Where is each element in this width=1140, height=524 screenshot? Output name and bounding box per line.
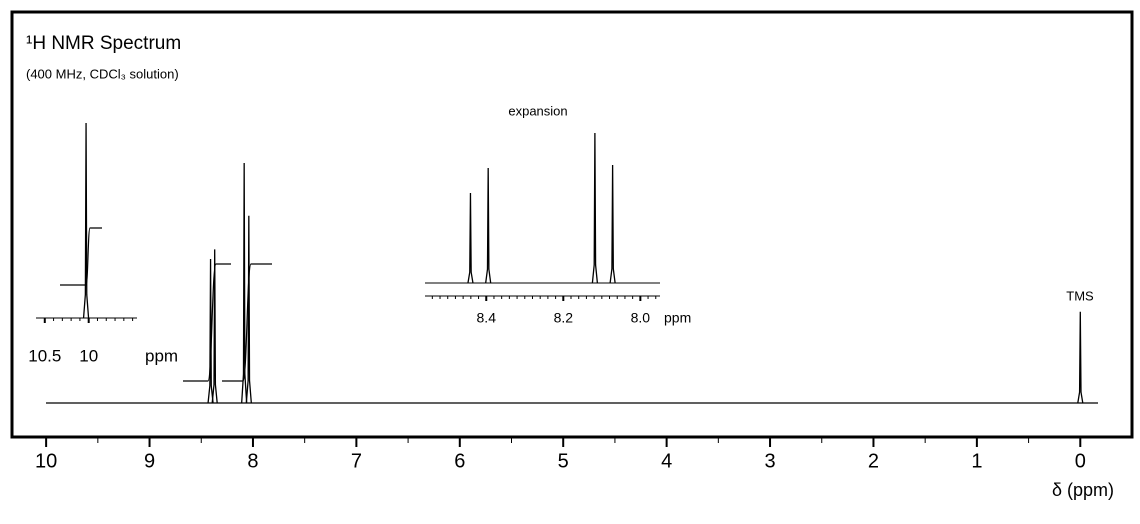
x-tick-label: 7 xyxy=(351,450,362,472)
x-tick-label: 8.0 xyxy=(631,310,651,326)
inset-title: expansion xyxy=(508,103,567,118)
peak xyxy=(245,215,252,404)
integral-curve xyxy=(222,263,272,382)
x-tick-label: 8 xyxy=(247,450,258,472)
peak xyxy=(485,167,492,284)
x-axis-label: δ (ppm) xyxy=(1052,480,1114,500)
x-axis-label: ppm xyxy=(664,310,691,326)
peak xyxy=(211,249,218,404)
peak xyxy=(1077,311,1084,404)
peak xyxy=(241,162,248,404)
x-tick-label: 8.2 xyxy=(554,310,574,326)
x-tick-label: 0 xyxy=(1075,450,1086,472)
peak xyxy=(82,122,90,319)
integral-curve xyxy=(183,263,231,382)
chart-title: ¹H NMR Spectrum xyxy=(26,33,181,54)
x-tick-label: 10 xyxy=(79,346,98,365)
x-tick-label: 5 xyxy=(558,450,569,472)
x-tick-label: 10.5 xyxy=(28,346,61,365)
x-tick-label: 10 xyxy=(35,450,57,472)
x-tick-label: 2 xyxy=(868,450,879,472)
annotation: TMS xyxy=(1066,288,1094,303)
chart-subtitle: (400 MHz, CDCl₃ solution) xyxy=(26,66,179,81)
frame xyxy=(10,10,1134,439)
x-tick-label: 8.4 xyxy=(477,310,497,326)
peak xyxy=(609,164,616,284)
integral-curve xyxy=(60,227,102,286)
x-axis-label: ppm xyxy=(145,346,178,365)
x-tick-label: 9 xyxy=(144,450,155,472)
peak xyxy=(467,192,474,284)
x-tick-label: 4 xyxy=(661,450,672,472)
peak xyxy=(591,132,599,284)
x-tick-label: 6 xyxy=(454,450,465,472)
x-tick-label: 3 xyxy=(764,450,775,472)
peak xyxy=(207,258,214,404)
x-tick-label: 1 xyxy=(971,450,982,472)
